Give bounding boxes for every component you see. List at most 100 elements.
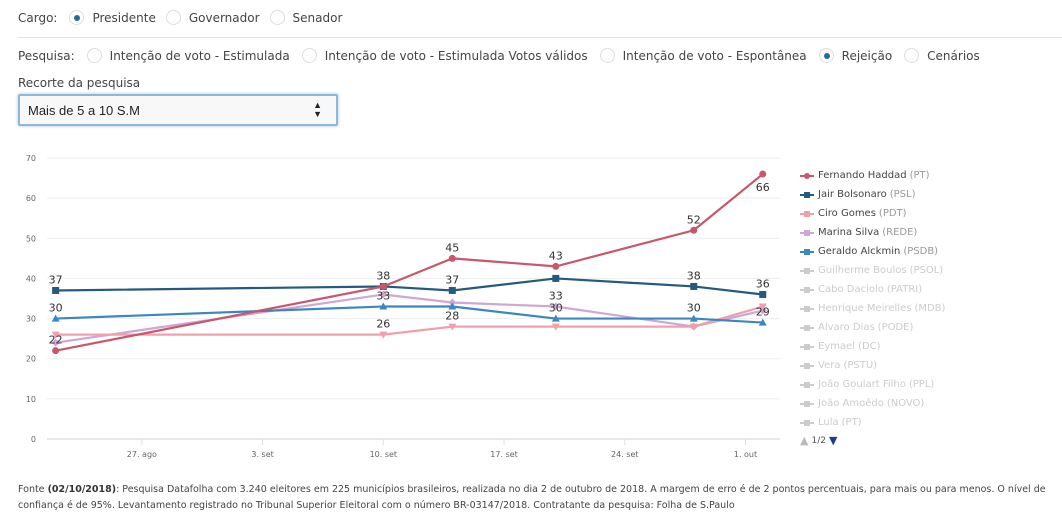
y-tick-label: 30 [26,315,36,324]
legend-name: Eymael [818,341,856,352]
legend-name: João Amoêdo [818,398,884,409]
series-line [55,277,763,296]
data-point [690,282,698,290]
radio-label: Cenários [927,48,980,63]
radio-checked-icon [69,10,85,25]
legend-item[interactable]: Guilherme Boulos (PSOL) [800,261,945,280]
legend-item[interactable]: Marina Silva (REDE) [800,223,945,242]
legend-symbol-icon [800,209,814,219]
line-chart: 0 10 20 30 40 50 60 70 27. ago 3. set 10. set 17. s… [26,154,780,459]
select-arrows-icon: ▲ ▼ [313,100,322,119]
y-tick-label: 60 [26,194,36,203]
data-label: 37 [445,273,459,286]
data-label: 52 [687,213,701,226]
recorte-select[interactable]: Mais de 5 a 10 S.M ▲ ▼ [18,94,338,126]
radio-label: Senador [292,10,343,25]
legend-item[interactable]: Lula (PT) [800,413,945,432]
legend-party: (PT) [909,170,930,181]
radio-label: Intenção de voto - Estimulada [109,48,290,63]
data-point [759,170,767,178]
data-label: 22 [49,334,63,347]
legend-name: Alvaro Dias [818,322,875,333]
pager-down-icon[interactable]: ▼ [828,434,838,447]
radio-unchecked-icon [904,48,920,63]
legend-symbol-icon [800,247,814,257]
legend-item[interactable]: João Goulart Filho (PPL) [800,375,945,394]
legend-item[interactable]: Ciro Gomes (PDT) [800,204,945,223]
data-point [690,226,698,234]
recorte-select-value: Mais de 5 a 10 S.M [28,102,140,118]
legend-name: Geraldo Alckmin [818,246,901,257]
data-point [759,290,767,298]
data-label: 37 [49,273,63,286]
data-point [448,298,457,307]
data-point [379,282,387,290]
cargo-label: Cargo: [18,10,58,25]
data-point [758,303,767,311]
pesquisa-radio-cen-rios[interactable]: Cenários [904,48,980,63]
legend-item[interactable]: João Amoêdo (NOVO) [800,394,945,413]
legend-party: (PODE) [877,322,914,333]
radio-label: Intenção de voto - Espontânea [622,48,807,63]
data-point [689,323,698,331]
legend-symbol-icon [800,266,814,276]
legend-item[interactable]: Jair Bolsonaro (PSL) [800,185,945,204]
data-label: 28 [445,310,459,323]
x-tick-label: 17. set [490,450,518,459]
data-label: 26 [376,318,390,331]
cargo-radio-presidente[interactable]: Presidente [69,10,156,25]
y-tick-label: 70 [26,154,36,163]
pesquisa-radio-inten-o-de-voto-espont-nea[interactable]: Intenção de voto - Espontânea [599,48,807,63]
legend-item[interactable]: Cabo Daciolo (PATRI) [800,280,945,299]
data-point [448,286,456,294]
legend-party: (NOVO) [886,398,925,409]
data-point [52,286,60,294]
pesquisa-radio-inten-o-de-voto-estimulada[interactable]: Intenção de voto - Estimulada [86,48,290,63]
legend-name: Guilherme Boulos [818,265,907,276]
pesquisa-radio-inten-o-de-voto-estimulada-votos-v-lidos[interactable]: Intenção de voto - Estimulada Votos váli… [301,48,588,63]
pesquisa-radio-rejei-o[interactable]: Rejeição [818,48,893,63]
x-tick-label: 27. ago [127,450,157,459]
legend-party: (PATRI) [886,284,923,295]
data-label: 45 [445,241,459,254]
y-tick-label: 10 [26,395,36,404]
data-label: 66 [756,181,770,194]
radio-label: Rejeição [841,48,893,63]
cargo-radio-senador[interactable]: Senador [269,10,343,25]
legend-symbol-icon [800,399,814,409]
data-label: 43 [549,249,563,262]
legend-item[interactable]: Fernando Haddad (PT) [800,166,945,185]
legend-item[interactable]: Eymael (DC) [800,337,945,356]
radio-label: Intenção de voto - Estimulada Votos váli… [324,48,588,63]
legend-party: (PDT) [878,208,907,219]
legend-symbol-icon [800,285,814,295]
legend-party: (DC) [858,341,881,352]
data-label: 30 [549,302,563,315]
data-point [379,290,388,299]
data-point [758,306,767,315]
radio-unchecked-icon [301,48,317,63]
legend-name: Cabo Daciolo [818,284,884,295]
legend-item[interactable]: Henrique Meirelles (MDB) [800,299,945,318]
legend-item[interactable]: Geraldo Alckmin (PSDB) [800,242,945,261]
data-point [758,318,767,326]
y-tick-label: 50 [26,234,36,243]
radio-unchecked-icon [269,10,285,25]
legend-item[interactable]: Alvaro Dias (PODE) [800,318,945,337]
pager-up-icon[interactable]: ▲ [800,434,809,447]
legend-party: (PT) [841,417,862,428]
legend-symbol-icon [800,304,814,314]
data-point [52,347,60,355]
pesquisa-label: Pesquisa: [18,48,75,63]
data-label: 38 [687,269,701,282]
radio-checked-icon [818,48,834,63]
source-note: Fonte (02/10/2018): Pesquisa Datafolha c… [18,482,1058,514]
legend-item[interactable]: Vera (PSTU) [800,356,945,375]
data-point [51,338,60,347]
radio-unchecked-icon [86,48,102,63]
cargo-radio-governador[interactable]: Governador [165,10,260,25]
legend-party: (PSOL) [909,265,944,276]
legend-name: Henrique Meirelles [818,303,912,314]
radio-label: Presidente [92,10,156,25]
chart-legend: Fernando Haddad (PT) Jair Bolsonaro (PSL) Ci… [800,166,945,447]
